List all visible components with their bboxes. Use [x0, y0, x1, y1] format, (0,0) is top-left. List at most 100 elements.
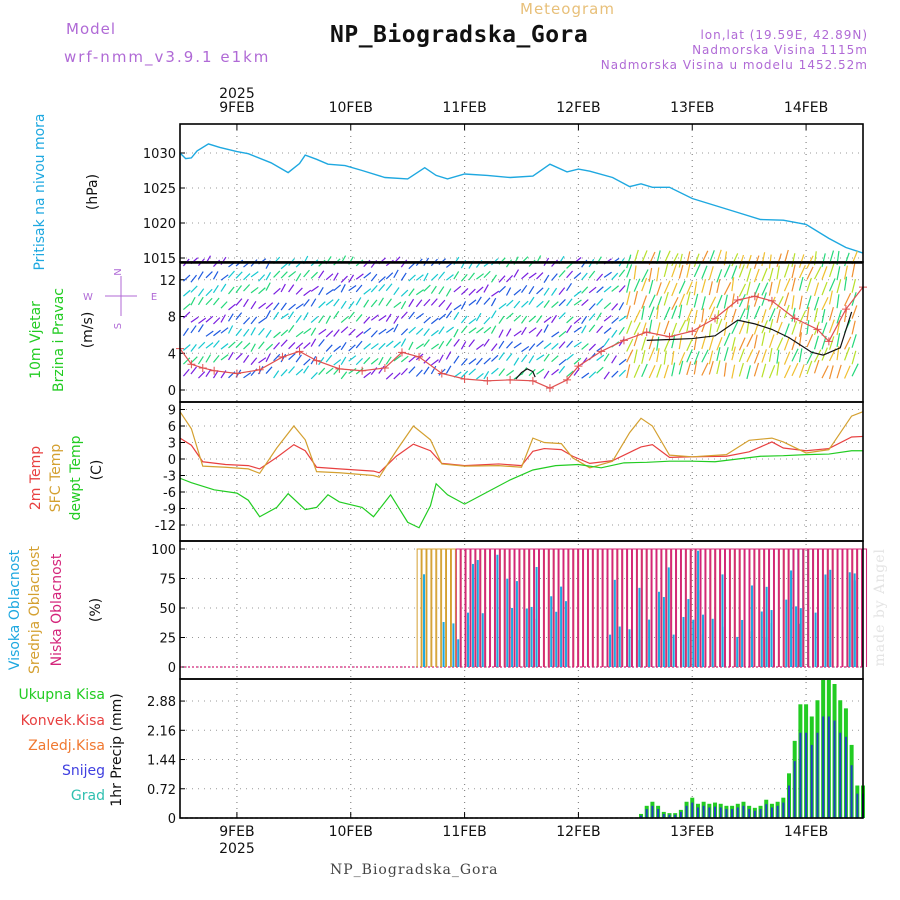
wind-vector — [633, 290, 639, 305]
wind-vector — [513, 300, 521, 309]
precip-bar — [805, 732, 808, 818]
wind-speed-marker — [380, 363, 389, 372]
wind-vector — [603, 285, 612, 293]
wind-vector — [393, 341, 401, 349]
wind-vector — [828, 336, 835, 350]
wind-vector — [205, 330, 214, 337]
cloud-ytick-label: 75 — [159, 573, 176, 588]
cloud-bar — [489, 548, 495, 667]
wind-vector — [243, 342, 251, 350]
wind-speed-marker — [506, 375, 515, 384]
wind-vector — [273, 331, 281, 339]
wind-vector — [438, 354, 444, 363]
wind-vector — [626, 364, 631, 379]
wind-vector — [303, 342, 311, 350]
cloud-bar — [773, 548, 779, 667]
wind-vector — [483, 338, 490, 347]
cloud-bar — [613, 579, 616, 667]
wind-vector — [318, 315, 325, 324]
wind-vector — [543, 342, 552, 350]
precip-bar — [685, 805, 688, 818]
cloud-bar — [525, 608, 528, 667]
wind-vector — [303, 327, 312, 335]
precip-bar — [702, 805, 705, 818]
altitude-label: Nadmorska Visina 1115m — [692, 43, 868, 57]
wind-vector — [370, 273, 378, 282]
cloud-bar — [609, 634, 612, 667]
wind-vector — [295, 273, 302, 282]
wind-vector — [701, 318, 708, 333]
wind-vector — [288, 284, 295, 293]
wind-vector — [693, 351, 700, 365]
wind-vector — [791, 336, 797, 351]
wind-vector — [738, 283, 747, 297]
wind-vector — [791, 307, 796, 322]
wind-vector — [220, 327, 229, 334]
wind-vector — [227, 325, 234, 334]
wind-vector — [378, 356, 384, 366]
cloud-panel: 0 25 50 75 100 Visoka Oblacnost Srednja Oblacn… — [7, 540, 868, 680]
wind-vector — [678, 360, 684, 375]
wind-vector — [378, 342, 386, 350]
wind-vector — [235, 352, 243, 361]
wind-vector — [303, 289, 312, 297]
wind-vector — [611, 272, 619, 281]
wind-vector — [182, 311, 191, 319]
wind-vector — [791, 348, 799, 362]
wind-vector — [753, 293, 760, 307]
wind-vector — [596, 298, 604, 306]
wind-vector — [678, 253, 683, 268]
wind-vector — [498, 315, 505, 324]
wind-vector — [836, 321, 841, 336]
wind-vector — [265, 353, 271, 363]
wind-vector — [536, 272, 544, 280]
cloud-bar — [421, 548, 427, 667]
wind-vector — [806, 334, 814, 348]
cloud-bar — [558, 548, 564, 667]
temperature-frame — [179, 401, 864, 542]
precip-bar — [657, 809, 660, 818]
wind-vector — [603, 353, 610, 362]
wind-vector — [641, 336, 647, 351]
wind-vector — [528, 285, 535, 295]
wind-vector — [498, 302, 507, 310]
wind-vector — [671, 263, 678, 278]
cloud-bar — [506, 578, 509, 667]
cloud-bar — [785, 599, 788, 667]
wind-vector — [686, 349, 693, 363]
wind-speed-marker — [688, 327, 697, 336]
wind-vector — [596, 273, 604, 282]
wind-vector — [400, 289, 409, 297]
wind-vector — [476, 273, 484, 280]
wind-vector — [821, 266, 828, 280]
wind-vector — [506, 369, 515, 377]
wind-vector — [641, 350, 646, 364]
wind-vector — [250, 301, 257, 310]
wind-vector — [438, 313, 447, 321]
cloud-ytick-label: 0 — [168, 661, 176, 676]
temp-series-line — [179, 450, 863, 529]
wind-vector — [626, 338, 634, 352]
precip-bar — [668, 814, 671, 818]
wind-vector — [536, 287, 544, 295]
bottom-title: NP_Biogradska_Gora — [330, 862, 499, 878]
cloud-bar — [734, 548, 740, 667]
temperature-ytick-label: 9 — [168, 404, 176, 419]
wind-vector — [588, 270, 596, 279]
wind-vector — [476, 343, 484, 350]
cloud-bar — [852, 548, 858, 667]
wind-vector — [566, 340, 574, 348]
wind-vector — [258, 302, 267, 309]
wind-vector — [543, 287, 550, 296]
wind-vector — [746, 268, 752, 282]
wind-vector — [295, 303, 304, 310]
cloud-bar — [813, 548, 819, 667]
wind-vector — [813, 335, 819, 350]
wind-vector — [626, 320, 633, 334]
cloud-bar — [857, 548, 863, 667]
cloud-bar — [824, 574, 827, 667]
wind-vector — [393, 287, 400, 296]
wind-vector — [483, 316, 491, 325]
wind-vector — [686, 308, 693, 322]
compass-south-label: S — [113, 323, 124, 329]
